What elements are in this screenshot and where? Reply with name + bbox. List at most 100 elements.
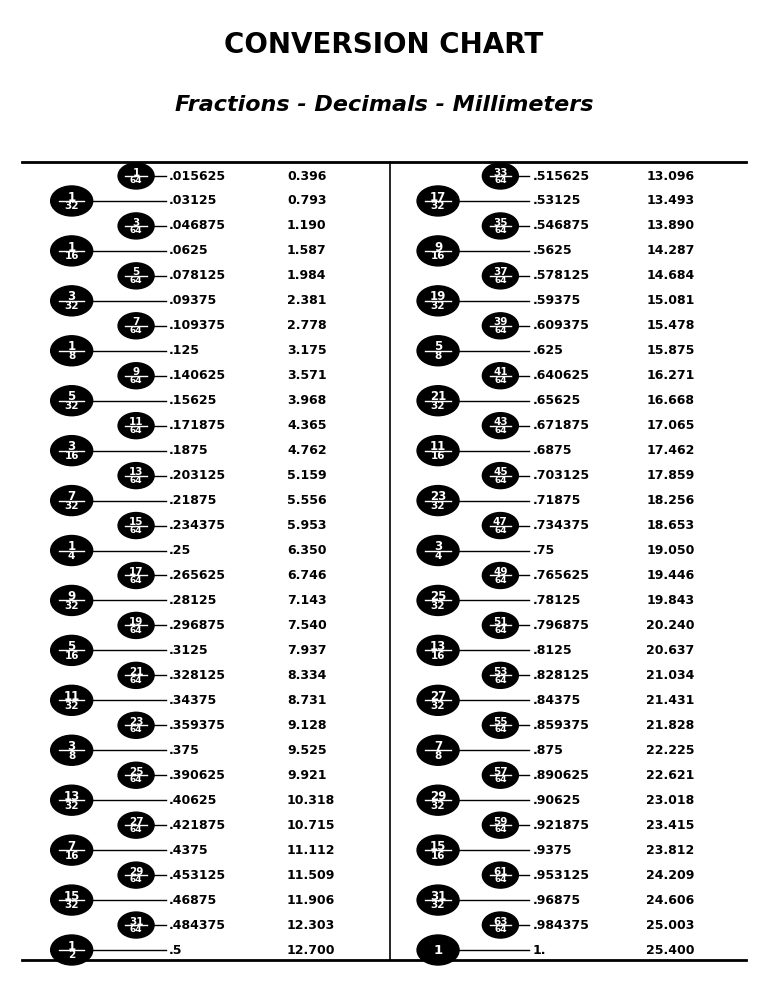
Text: 64: 64 [130, 825, 142, 834]
Ellipse shape [417, 935, 459, 965]
Ellipse shape [51, 336, 93, 366]
Text: 5.556: 5.556 [287, 494, 326, 507]
Text: 32: 32 [431, 701, 445, 711]
Text: 9.921: 9.921 [287, 768, 326, 781]
Text: 7.937: 7.937 [287, 644, 326, 657]
Text: 1: 1 [68, 241, 76, 253]
Text: 8: 8 [68, 750, 75, 760]
Text: 61: 61 [493, 867, 508, 877]
Ellipse shape [118, 713, 154, 739]
Ellipse shape [417, 585, 459, 615]
Ellipse shape [417, 286, 459, 316]
Ellipse shape [482, 413, 518, 438]
Text: 64: 64 [494, 726, 507, 735]
Text: .953125: .953125 [532, 869, 589, 882]
Text: 3: 3 [68, 440, 76, 453]
Text: .234375: .234375 [169, 519, 227, 532]
Ellipse shape [482, 812, 518, 838]
Text: 53: 53 [493, 667, 508, 677]
Text: .296875: .296875 [169, 619, 226, 632]
Text: .546875: .546875 [532, 220, 589, 233]
Text: 11.509: 11.509 [287, 869, 336, 882]
Text: 41: 41 [493, 368, 508, 378]
Text: 64: 64 [130, 726, 142, 735]
Text: 32: 32 [431, 600, 445, 611]
Ellipse shape [417, 186, 459, 216]
Text: 64: 64 [494, 876, 507, 885]
Ellipse shape [51, 835, 93, 865]
Ellipse shape [118, 812, 154, 838]
Text: 5.159: 5.159 [287, 469, 326, 482]
Text: 6.746: 6.746 [287, 569, 326, 581]
Text: 64: 64 [130, 576, 142, 584]
Text: 22.621: 22.621 [647, 768, 695, 781]
Ellipse shape [51, 885, 93, 915]
Text: 3.175: 3.175 [287, 344, 326, 357]
Text: 35: 35 [493, 218, 508, 228]
Text: 21: 21 [129, 667, 144, 677]
Text: 32: 32 [65, 901, 79, 911]
Text: 64: 64 [494, 625, 507, 634]
Text: 32: 32 [431, 301, 445, 311]
Ellipse shape [118, 862, 154, 888]
Text: 17.462: 17.462 [647, 444, 695, 457]
Text: 51: 51 [493, 617, 508, 627]
Ellipse shape [417, 236, 459, 266]
Text: 17.859: 17.859 [647, 469, 694, 482]
Text: 5: 5 [132, 267, 140, 277]
Text: .734375: .734375 [532, 519, 589, 532]
Text: 16: 16 [431, 651, 445, 661]
Text: 7: 7 [434, 740, 442, 752]
Text: 32: 32 [431, 901, 445, 911]
Ellipse shape [417, 885, 459, 915]
Ellipse shape [482, 513, 518, 539]
Ellipse shape [482, 462, 518, 489]
Text: 29: 29 [430, 790, 446, 803]
Text: 16: 16 [431, 251, 445, 261]
Text: .265625: .265625 [169, 569, 227, 581]
Ellipse shape [482, 762, 518, 788]
Text: 24.606: 24.606 [647, 894, 694, 907]
Ellipse shape [118, 163, 154, 189]
Text: 64: 64 [130, 176, 142, 185]
Text: 25.400: 25.400 [647, 943, 695, 956]
Text: 32: 32 [65, 202, 79, 212]
Text: 64: 64 [494, 476, 507, 485]
Text: 64: 64 [130, 226, 142, 236]
Text: .203125: .203125 [169, 469, 227, 482]
Text: .171875: .171875 [169, 419, 227, 432]
Text: .90625: .90625 [532, 793, 581, 807]
Text: 20.240: 20.240 [647, 619, 695, 632]
Ellipse shape [482, 163, 518, 189]
Text: 25: 25 [129, 766, 144, 777]
Text: 9.525: 9.525 [287, 744, 326, 756]
Text: .8125: .8125 [532, 644, 572, 657]
Text: 13.493: 13.493 [647, 195, 694, 208]
Text: 17.065: 17.065 [647, 419, 695, 432]
Text: 64: 64 [130, 425, 142, 434]
Text: 64: 64 [494, 276, 507, 285]
Text: 64: 64 [130, 625, 142, 634]
Text: 15.081: 15.081 [647, 294, 695, 307]
Text: 16: 16 [431, 851, 445, 861]
Text: 3: 3 [68, 740, 76, 752]
Text: 15.875: 15.875 [647, 344, 695, 357]
Text: 15: 15 [64, 890, 80, 903]
Text: 23.415: 23.415 [647, 819, 695, 832]
Text: 23: 23 [430, 490, 446, 503]
Ellipse shape [118, 662, 154, 689]
Text: 3.571: 3.571 [287, 369, 326, 383]
Text: 6.350: 6.350 [287, 544, 326, 557]
Text: 32: 32 [65, 301, 79, 311]
Text: 11.906: 11.906 [287, 894, 335, 907]
Text: .765625: .765625 [532, 569, 589, 581]
Ellipse shape [417, 435, 459, 465]
Text: 29: 29 [129, 867, 144, 877]
Text: 4: 4 [68, 551, 75, 561]
Text: 64: 64 [130, 775, 142, 784]
Text: 64: 64 [130, 476, 142, 485]
Text: .828125: .828125 [532, 669, 589, 682]
Text: 64: 64 [494, 576, 507, 584]
Text: .109375: .109375 [169, 319, 227, 332]
Text: 3: 3 [68, 290, 76, 303]
